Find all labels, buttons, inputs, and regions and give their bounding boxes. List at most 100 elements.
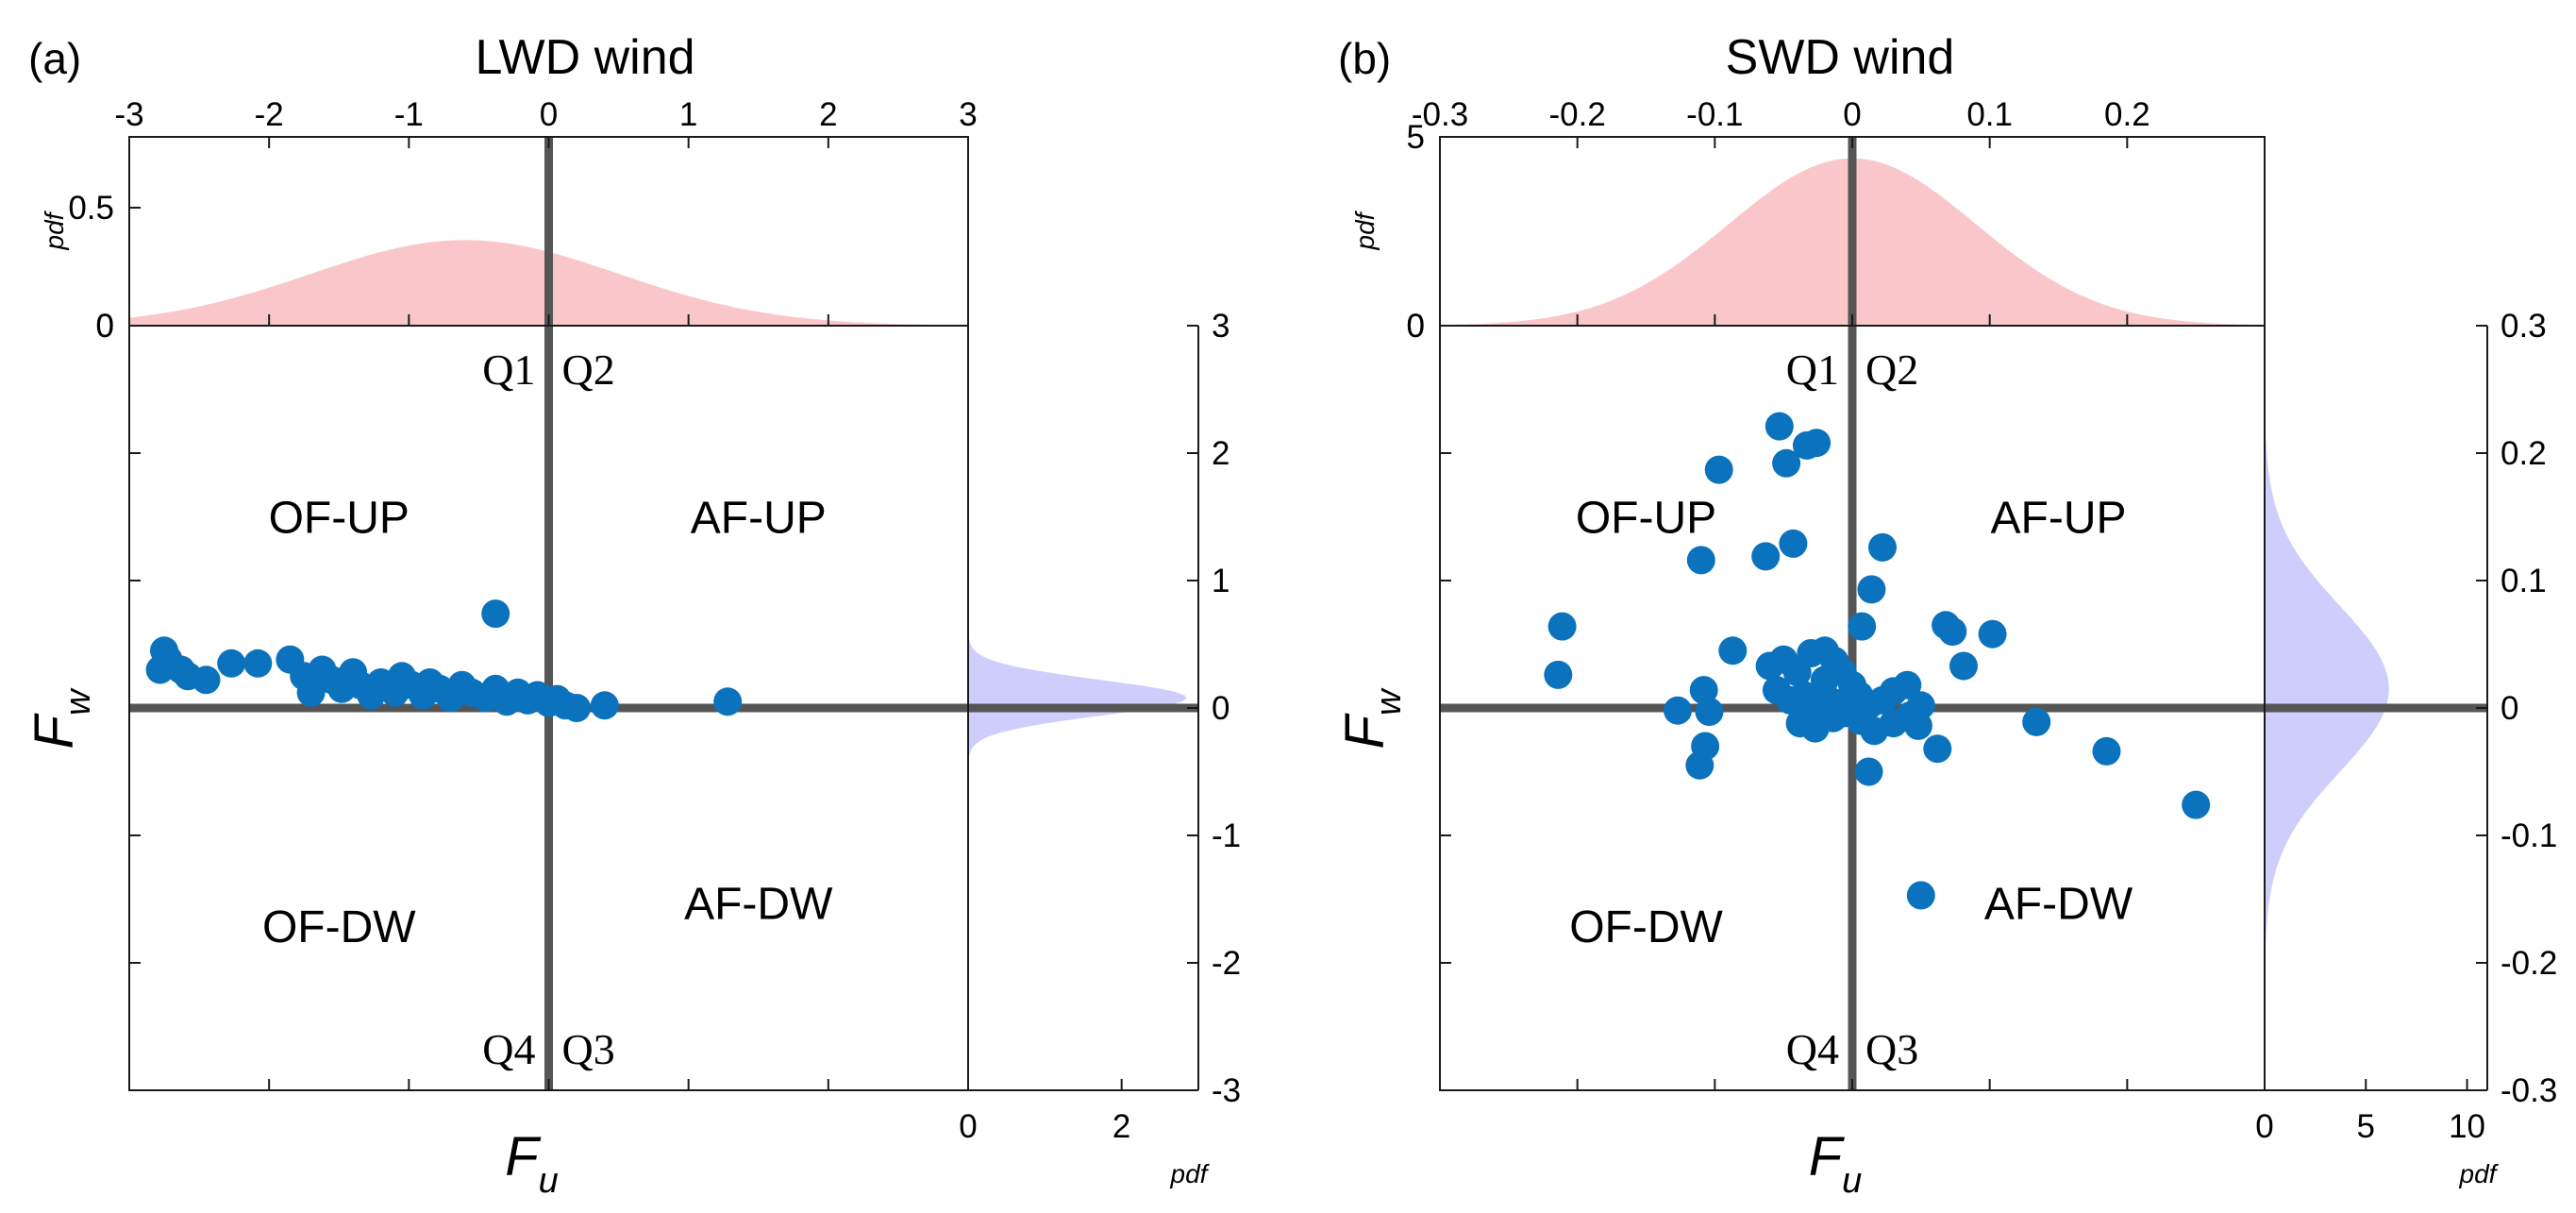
right-pdf-x-tick-label: 5 — [2357, 1108, 2375, 1145]
x-tick-label: 0.1 — [1966, 96, 2013, 133]
data-point — [1718, 636, 1748, 665]
data-point — [1893, 670, 1922, 699]
y-tick-label: 0.2 — [2501, 435, 2547, 472]
chart-title: LWD wind — [475, 30, 694, 85]
y-tick-label: -2 — [1212, 945, 1241, 982]
data-point — [217, 649, 246, 678]
data-point — [1949, 651, 1978, 681]
top-pdf-y-tick-label: 0 — [1407, 308, 1425, 345]
data-point — [713, 687, 743, 716]
data-point — [1903, 711, 1932, 740]
data-point — [1765, 412, 1794, 441]
top-pdf-y-tick-label: 5 — [1407, 119, 1425, 156]
data-point — [1848, 612, 1877, 641]
y-axis-label: Fw — [1334, 687, 1409, 749]
q4-label: Q4 — [482, 1025, 535, 1073]
x-axis-subscript: u — [539, 1161, 559, 1201]
y-tick-label: 0 — [2501, 690, 2518, 727]
top-pdf-label: pdf — [1350, 210, 1380, 250]
x-tick-label: -0.2 — [1549, 96, 1606, 133]
top-pdf-zero-label: 0 — [96, 308, 114, 345]
data-point — [1686, 546, 1715, 575]
y-axis-subscript: w — [59, 687, 98, 716]
data-point — [1978, 619, 2007, 649]
x-axis-subscript: u — [1842, 1161, 1862, 1201]
data-point — [2092, 736, 2121, 766]
x-axis-label: Fu — [1809, 1126, 1863, 1201]
data-point — [1664, 696, 1692, 725]
x-tick-label: -0.3 — [1412, 96, 1468, 133]
data-point — [1923, 734, 1952, 764]
q3-label: Q3 — [1865, 1025, 1918, 1073]
right-pdf-x-tick-label: 0 — [959, 1108, 977, 1145]
data-point — [1547, 612, 1577, 641]
y-tick-label: 2 — [1212, 435, 1229, 472]
q4-label: Q4 — [1786, 1025, 1839, 1073]
y-tick-label: 0.1 — [2501, 563, 2547, 599]
top-pdf-y-tick-label: 0 — [96, 308, 114, 345]
y-tick-label: -1 — [1212, 817, 1241, 854]
data-point — [1857, 575, 1886, 604]
quadrant-lower-right-label: AF-DW — [1984, 880, 2133, 930]
y-tick-label: 3 — [1212, 308, 1229, 345]
q1-label: Q1 — [1786, 345, 1839, 394]
q2-label: Q2 — [1865, 345, 1918, 394]
data-point — [2182, 790, 2211, 819]
data-point — [1818, 703, 1848, 733]
top-pdf-zero-label: 0 — [1407, 308, 1425, 345]
data-point — [243, 649, 273, 678]
x-tick-label: 1 — [679, 96, 697, 133]
x-axis-symbol: F — [1809, 1126, 1846, 1188]
x-tick-label: -1 — [394, 96, 424, 133]
chart-title: SWD wind — [1726, 30, 1955, 85]
y-axis-symbol: F — [24, 712, 85, 749]
top-pdf-y-tick-label: 0.5 — [68, 190, 114, 227]
x-tick-label: 0 — [1843, 96, 1861, 133]
data-point — [192, 665, 221, 695]
data-point — [1689, 676, 1718, 705]
data-point — [1802, 429, 1832, 458]
data-point — [1751, 542, 1781, 571]
right-pdf-label: pdf — [2459, 1159, 2500, 1188]
right-pdf-x-tick-label: 2 — [1112, 1108, 1130, 1145]
right-pdf-x-tick-label: 10 — [2449, 1108, 2485, 1145]
data-point — [296, 678, 326, 707]
data-point — [1879, 709, 1908, 738]
panel-label: (b) — [1338, 34, 1391, 83]
data-point — [1695, 698, 1724, 726]
data-point — [1704, 455, 1733, 484]
y-axis-label: Fw — [24, 687, 98, 749]
x-tick-label: -2 — [255, 96, 284, 133]
x-axis-symbol: F — [505, 1126, 542, 1188]
right-pdf-label: pdf — [1170, 1159, 1211, 1188]
right-pdf-x-tick-label: 0 — [2255, 1108, 2273, 1145]
top-pdf-label: pdf — [40, 210, 69, 250]
x-tick-label: -0.1 — [1686, 96, 1743, 133]
y-tick-label: -0.2 — [2501, 945, 2557, 982]
data-point — [481, 599, 510, 629]
quadrant-upper-left-label: OF-UP — [1576, 494, 1716, 544]
data-point — [1544, 660, 1573, 689]
data-point — [1685, 750, 1715, 780]
x-tick-label: 0.2 — [2104, 96, 2150, 133]
y-tick-label: -3 — [1212, 1072, 1241, 1109]
data-point — [1772, 448, 1801, 478]
q1-label: Q1 — [482, 345, 535, 394]
data-point — [562, 694, 592, 722]
quadrant-lower-left-label: OF-DW — [262, 902, 416, 952]
data-point — [1854, 757, 1883, 786]
panel-label: (a) — [28, 34, 81, 83]
quadrant-upper-left-label: OF-UP — [269, 494, 410, 544]
x-tick-label: 2 — [819, 96, 837, 133]
quadrant-upper-right-label: AF-UP — [1991, 494, 2127, 544]
y-tick-label: -0.1 — [2501, 817, 2557, 854]
y-tick-label: 1 — [1212, 563, 1229, 599]
data-point — [1938, 617, 1967, 646]
x-axis-label: Fu — [505, 1126, 559, 1201]
data-point — [1797, 639, 1826, 667]
quadrant-lower-left-label: OF-DW — [1569, 902, 1723, 952]
x-tick-label: -3 — [114, 96, 143, 133]
y-axis-subscript: w — [1369, 687, 1409, 716]
